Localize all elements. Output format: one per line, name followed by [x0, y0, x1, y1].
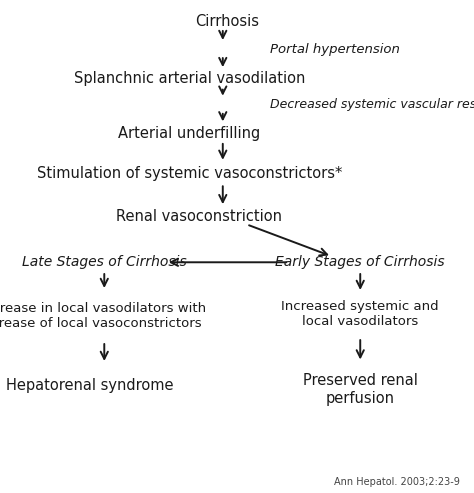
Text: Increased systemic and
local vasodilators: Increased systemic and local vasodilator…	[282, 300, 439, 328]
Text: Portal hypertension: Portal hypertension	[270, 43, 400, 56]
Text: Late Stages of Cirrhosis: Late Stages of Cirrhosis	[22, 255, 187, 269]
Text: Preserved renal
perfusion: Preserved renal perfusion	[303, 373, 418, 406]
Text: Hepatorenal syndrome: Hepatorenal syndrome	[6, 378, 174, 393]
Text: Decrease in local vasodilators with
increase of local vasoconstrictors: Decrease in local vasodilators with incr…	[0, 302, 206, 329]
Text: Renal vasoconstriction: Renal vasoconstriction	[116, 210, 282, 224]
Text: Ann Hepatol. 2003;2:23-9: Ann Hepatol. 2003;2:23-9	[334, 477, 460, 487]
Text: Cirrhosis: Cirrhosis	[195, 14, 260, 29]
Text: Stimulation of systemic vasoconstrictors*: Stimulation of systemic vasoconstrictors…	[37, 166, 342, 181]
Text: Early Stages of Cirrhosis: Early Stages of Cirrhosis	[275, 255, 445, 269]
Text: Splanchnic arterial vasodilation: Splanchnic arterial vasodilation	[74, 71, 305, 86]
Text: Arterial underfilling: Arterial underfilling	[118, 126, 261, 141]
Text: Decreased systemic vascular resistance: Decreased systemic vascular resistance	[270, 98, 474, 111]
